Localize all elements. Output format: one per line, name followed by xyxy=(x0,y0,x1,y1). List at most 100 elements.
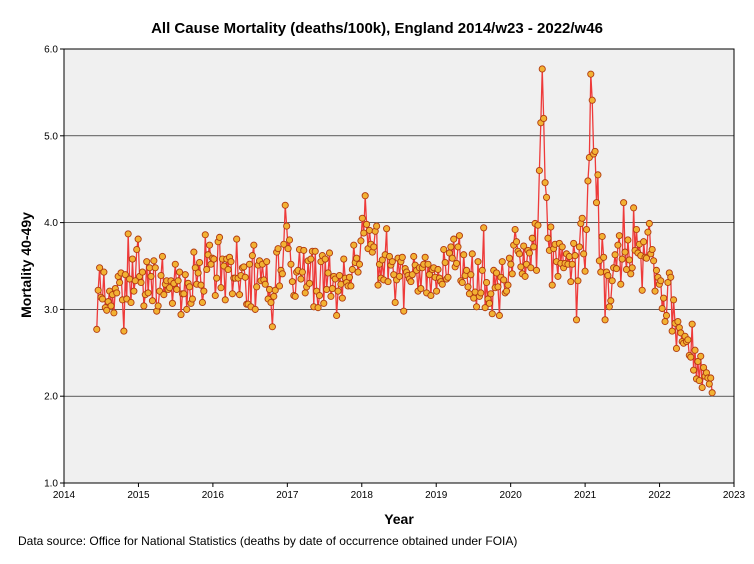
data-point xyxy=(601,316,609,324)
data-point xyxy=(334,287,342,295)
data-point xyxy=(173,285,181,293)
data-point xyxy=(470,294,478,302)
data-point xyxy=(388,258,396,266)
data-point xyxy=(538,65,546,73)
x-tick-label-2016: 2016 xyxy=(202,490,225,501)
data-point xyxy=(138,268,146,276)
data-point xyxy=(417,285,425,293)
y-tick-label-3.0: 3.0 xyxy=(44,305,58,316)
data-point xyxy=(642,254,651,262)
data-point xyxy=(571,252,579,260)
data-point xyxy=(528,234,536,242)
data-point xyxy=(575,243,583,251)
data-point xyxy=(662,311,671,320)
data-point xyxy=(658,304,666,313)
x-axis-ticks: 2014 2015 2016 2017 2018 2019 2020 2021 2022 2023 xyxy=(53,483,746,501)
data-point xyxy=(670,296,678,304)
data-point xyxy=(605,303,613,311)
data-point xyxy=(708,389,716,397)
data-point xyxy=(235,291,244,299)
data-point xyxy=(688,320,696,328)
data-point xyxy=(511,225,519,234)
x-tick-label-2021: 2021 xyxy=(574,490,597,501)
data-point xyxy=(565,252,573,261)
data-point xyxy=(532,266,541,274)
data-point xyxy=(314,304,322,312)
data-point xyxy=(263,258,271,266)
data-point xyxy=(612,265,621,273)
data-point xyxy=(504,281,512,289)
data-point xyxy=(158,252,166,261)
data-point xyxy=(668,327,676,335)
y-tick-label-2.0: 2.0 xyxy=(44,392,58,403)
data-point xyxy=(480,224,488,232)
data-point xyxy=(171,260,179,268)
data-point xyxy=(283,222,291,230)
data-point xyxy=(275,282,284,290)
data-point xyxy=(361,192,369,200)
data-point xyxy=(695,377,703,385)
data-point xyxy=(521,272,529,280)
data-point xyxy=(100,268,108,276)
data-point xyxy=(280,240,288,248)
data-point xyxy=(328,285,336,293)
data-point xyxy=(96,264,104,272)
data-point xyxy=(468,250,476,258)
data-point xyxy=(333,311,341,320)
data-point xyxy=(505,254,513,262)
data-point xyxy=(444,273,452,281)
data-point xyxy=(645,219,653,228)
data-point xyxy=(517,263,525,271)
data-point xyxy=(474,258,482,266)
data-point xyxy=(287,260,295,268)
data-point xyxy=(657,277,665,285)
data-point xyxy=(357,237,365,245)
data-point xyxy=(210,255,218,263)
data-point xyxy=(615,232,623,240)
data-point xyxy=(250,241,258,249)
data-point xyxy=(463,266,471,274)
data-point xyxy=(592,199,601,207)
data-point xyxy=(684,336,692,344)
data-point xyxy=(690,366,698,374)
data-point xyxy=(621,248,629,256)
data-point xyxy=(408,271,416,279)
data-point xyxy=(274,245,282,253)
data-point xyxy=(315,291,324,300)
data-point xyxy=(288,278,296,286)
data-point xyxy=(607,297,615,305)
data-point xyxy=(188,295,196,303)
data-point xyxy=(500,276,508,284)
data-point xyxy=(166,284,174,292)
data-point xyxy=(284,245,292,253)
data-point xyxy=(143,258,151,266)
data-point xyxy=(534,221,542,229)
data-point xyxy=(147,272,155,280)
data-point xyxy=(570,239,578,247)
data-point xyxy=(180,290,188,298)
data-point xyxy=(93,325,101,333)
data-point xyxy=(181,271,189,279)
data-point xyxy=(604,271,612,280)
data-point xyxy=(674,317,682,326)
data-point xyxy=(558,243,566,251)
data-point xyxy=(267,298,275,307)
y-axis-label: Mortality 40-49y xyxy=(18,212,34,318)
data-point xyxy=(240,263,248,271)
data-point xyxy=(307,255,315,263)
data-point xyxy=(547,223,555,231)
data-point xyxy=(215,233,224,241)
data-point xyxy=(248,252,256,260)
data-point xyxy=(425,271,433,279)
data-point xyxy=(698,383,706,392)
data-point xyxy=(630,204,638,212)
data-point xyxy=(340,255,348,263)
data-point xyxy=(525,249,533,257)
data-point xyxy=(124,230,132,238)
data-point xyxy=(301,289,309,297)
data-point xyxy=(134,235,142,243)
data-point xyxy=(285,236,294,244)
y-tick-label-1.0: 1.0 xyxy=(44,479,58,490)
data-point xyxy=(618,255,626,263)
data-point xyxy=(174,277,182,285)
